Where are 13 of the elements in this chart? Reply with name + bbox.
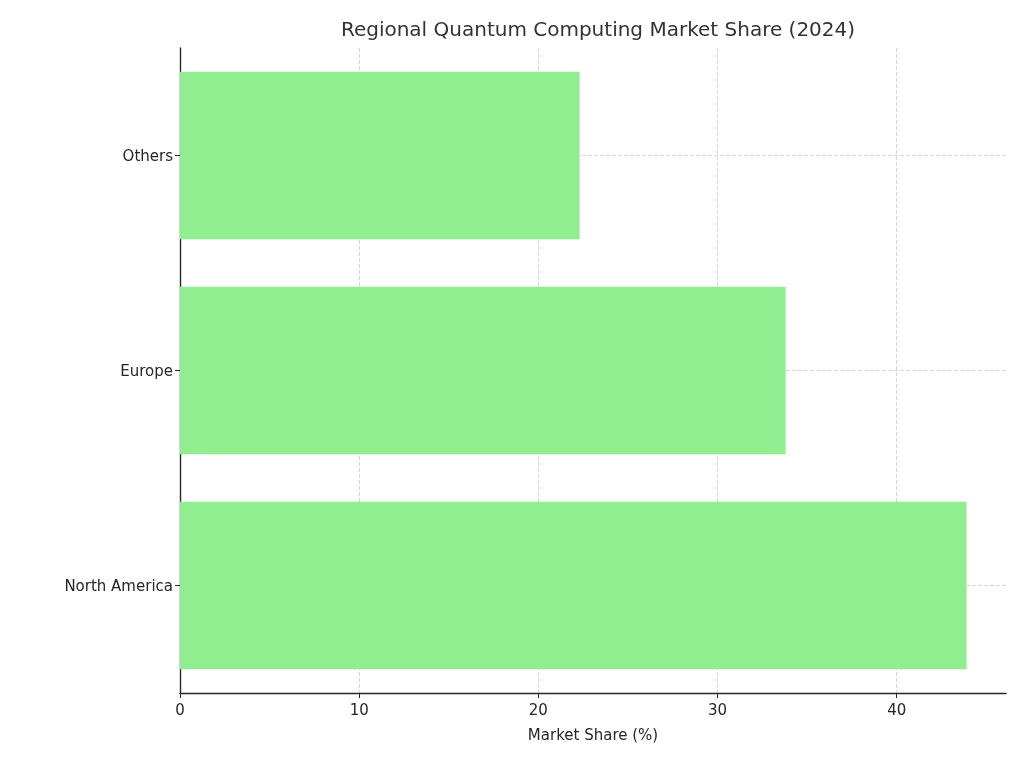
x-tick-label: 40 [887, 700, 907, 719]
y-tick-label: Others [122, 146, 174, 165]
bar [180, 286, 786, 455]
bar [180, 71, 580, 240]
chart-title: Regional Quantum Computing Market Share (2024) [340, 17, 856, 41]
x-tick-label: 0 [175, 700, 185, 719]
y-tick-label: Europe [120, 361, 173, 380]
bar [180, 501, 967, 670]
x-tick-label: 20 [528, 700, 548, 719]
x-tick-label: 30 [707, 700, 728, 719]
y-tick-label: North America [64, 576, 173, 595]
x-tick-label: 10 [349, 700, 369, 719]
x-axis-title: Market Share (%) [527, 725, 659, 744]
